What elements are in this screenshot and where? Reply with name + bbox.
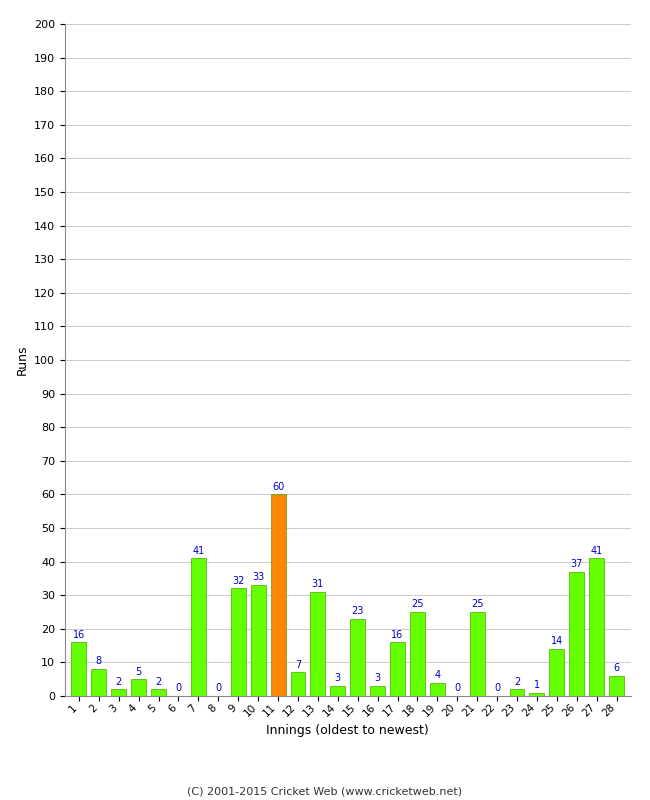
Bar (510, 690, 525, 696)
Text: 0: 0 (215, 683, 222, 694)
Bar (191, 558, 206, 696)
Text: 41: 41 (192, 546, 205, 555)
Text: 2: 2 (116, 677, 122, 686)
Bar (330, 686, 345, 696)
Bar (350, 618, 365, 696)
Text: 8: 8 (96, 657, 102, 666)
Text: 32: 32 (232, 576, 244, 586)
Text: 14: 14 (551, 636, 563, 646)
Text: 6: 6 (614, 663, 619, 673)
Bar (270, 494, 285, 696)
Text: 25: 25 (471, 599, 484, 610)
Text: 3: 3 (374, 674, 381, 683)
Y-axis label: Runs: Runs (16, 345, 29, 375)
Bar (589, 558, 604, 696)
Bar (251, 585, 266, 696)
Bar (111, 690, 126, 696)
Text: 60: 60 (272, 482, 284, 492)
Text: 0: 0 (494, 683, 500, 694)
X-axis label: Innings (oldest to newest): Innings (oldest to newest) (266, 724, 429, 738)
Text: 1: 1 (534, 680, 540, 690)
Text: 16: 16 (73, 630, 85, 639)
Text: (C) 2001-2015 Cricket Web (www.cricketweb.net): (C) 2001-2015 Cricket Web (www.cricketwe… (187, 786, 463, 796)
Bar (410, 612, 425, 696)
Bar (530, 693, 545, 696)
Bar (72, 642, 86, 696)
Bar (609, 676, 624, 696)
Bar (470, 612, 485, 696)
Bar (390, 642, 405, 696)
Text: 0: 0 (454, 683, 460, 694)
Text: 5: 5 (136, 666, 142, 677)
Text: 3: 3 (335, 674, 341, 683)
Bar (569, 572, 584, 696)
Text: 41: 41 (590, 546, 603, 555)
Text: 16: 16 (391, 630, 404, 639)
Bar (291, 673, 306, 696)
Text: 4: 4 (434, 670, 441, 680)
Text: 25: 25 (411, 599, 424, 610)
Text: 2: 2 (155, 677, 162, 686)
Bar (131, 679, 146, 696)
Text: 31: 31 (312, 579, 324, 589)
Text: 2: 2 (514, 677, 520, 686)
Text: 0: 0 (176, 683, 181, 694)
Bar (370, 686, 385, 696)
Text: 7: 7 (295, 660, 301, 670)
Bar (231, 589, 246, 696)
Bar (151, 690, 166, 696)
Text: 33: 33 (252, 573, 265, 582)
Bar (311, 592, 326, 696)
Bar (430, 682, 445, 696)
Bar (92, 669, 107, 696)
Text: 23: 23 (352, 606, 364, 616)
Bar (549, 649, 564, 696)
Text: 37: 37 (571, 559, 583, 569)
